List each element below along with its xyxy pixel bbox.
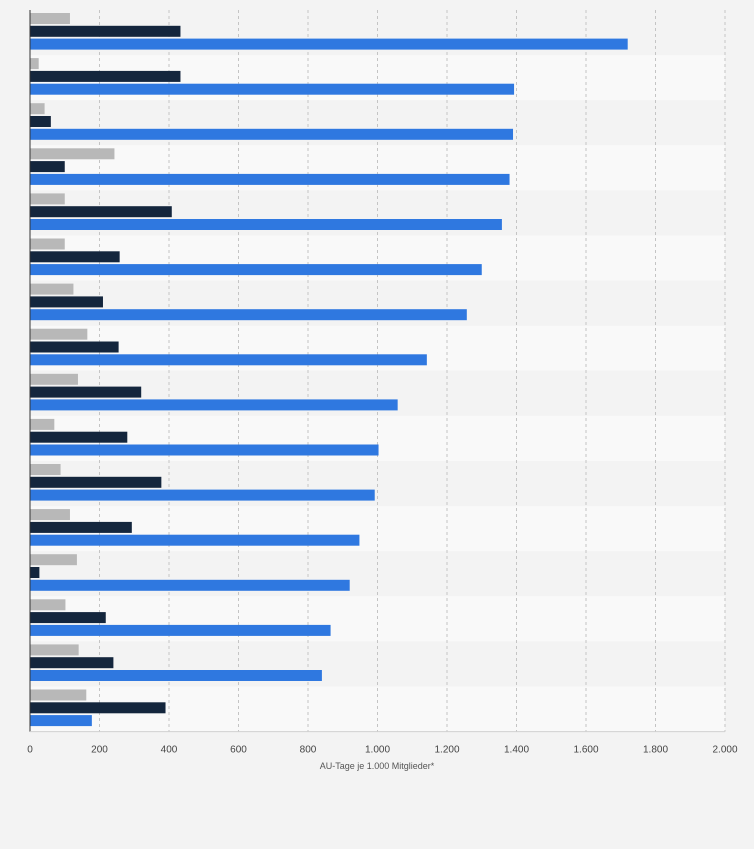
bar xyxy=(30,354,427,366)
bar xyxy=(30,148,115,160)
bar xyxy=(30,70,181,82)
bar xyxy=(30,444,379,456)
bar xyxy=(30,219,502,230)
x-axis-title: AU-Tage je 1.000 Mitglieder* xyxy=(320,761,435,771)
bar xyxy=(30,103,45,115)
bar xyxy=(30,251,120,263)
bar xyxy=(30,489,375,501)
bar xyxy=(30,341,119,353)
x-tick-label: 1.200 xyxy=(434,745,459,756)
bar xyxy=(30,173,510,185)
bar xyxy=(30,476,162,488)
x-tick-label: 400 xyxy=(161,745,178,756)
bar xyxy=(30,521,132,533)
x-tick-label: 1.400 xyxy=(504,745,529,756)
bar xyxy=(30,509,70,521)
bar xyxy=(30,83,515,95)
bars xyxy=(30,13,628,727)
bar xyxy=(30,715,92,727)
bar xyxy=(30,464,61,475)
bar xyxy=(30,283,74,295)
bar xyxy=(30,567,40,578)
bar xyxy=(30,296,103,308)
bar xyxy=(30,238,65,250)
bar xyxy=(30,264,482,276)
bar xyxy=(30,25,181,37)
x-tick-label: 1.000 xyxy=(365,745,390,756)
bar xyxy=(30,534,360,546)
x-tick-label: 2.000 xyxy=(712,745,737,756)
bar xyxy=(30,579,350,591)
bar xyxy=(30,38,628,50)
bar xyxy=(30,612,106,624)
bar xyxy=(30,58,39,70)
x-tick-label: 800 xyxy=(300,745,317,756)
x-tick-label: 600 xyxy=(230,745,247,756)
x-tick-label: 1.600 xyxy=(573,745,598,756)
bar xyxy=(30,431,128,443)
x-axis: 0 200 400 600 800 1.000 1.200 1.400 1.600 1.800 2.… xyxy=(27,10,738,756)
bar xyxy=(30,702,166,714)
bar xyxy=(30,386,142,398)
bar xyxy=(30,373,78,385)
bar xyxy=(30,670,322,681)
bar xyxy=(30,554,77,566)
bar xyxy=(30,309,467,321)
bar xyxy=(30,193,65,205)
bar xyxy=(30,128,514,140)
bar xyxy=(30,418,55,430)
bar xyxy=(30,599,66,611)
bar xyxy=(30,399,398,411)
x-tick-label: 1.800 xyxy=(643,745,668,756)
x-tick-label: 200 xyxy=(91,745,108,756)
bar xyxy=(30,13,70,24)
bar xyxy=(30,624,331,636)
bar xyxy=(30,206,172,218)
bar xyxy=(30,161,65,173)
x-tick-label: 0 xyxy=(27,745,33,756)
bar xyxy=(30,689,87,701)
bar xyxy=(30,116,51,127)
bar xyxy=(30,657,114,669)
bar xyxy=(30,328,88,340)
bar xyxy=(30,644,79,656)
